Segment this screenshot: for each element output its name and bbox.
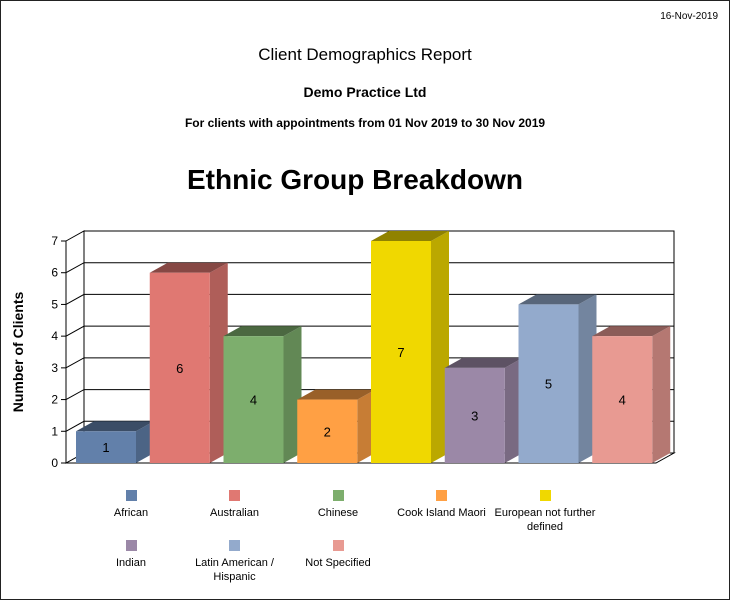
- bar-value-label: 1: [102, 440, 109, 455]
- legend-label: Cook Island Maori: [397, 507, 486, 519]
- bar: [444, 367, 505, 463]
- legend-swatch: [332, 540, 344, 551]
- bar: [149, 272, 210, 463]
- legend-item: Not Specified: [278, 540, 398, 570]
- bar-top: [76, 421, 154, 432]
- legend-label: European not further: [494, 507, 596, 519]
- bar-top: [223, 326, 302, 337]
- bar-value-label: 5: [545, 377, 552, 392]
- y-axis-label: Number of Clients: [10, 292, 26, 413]
- report-date: 16-Nov-2019: [660, 11, 718, 22]
- y-tick-label: 4: [51, 329, 58, 343]
- bar-top: [592, 326, 671, 337]
- legend-item: Australian: [175, 490, 295, 520]
- bar-side: [504, 357, 523, 463]
- bar: [76, 431, 136, 463]
- legend-label: Hispanic: [213, 571, 256, 583]
- chart-title: Ethnic Group Breakdown: [186, 164, 524, 195]
- bar-value-label: 2: [324, 424, 331, 439]
- legend-item: Cook Island Maori: [382, 490, 502, 520]
- bar: [518, 304, 579, 463]
- legend-swatch: [436, 490, 447, 501]
- bar-side: [357, 389, 376, 463]
- bar-side: [283, 326, 302, 463]
- legend-label: Australian: [210, 507, 259, 519]
- bar-side: [578, 294, 597, 463]
- legend-label: Indian: [116, 557, 146, 569]
- bar-value-label: 3: [471, 408, 478, 423]
- report-title: Client Demographics Report: [258, 45, 472, 64]
- bar-value-label: 4: [619, 393, 626, 408]
- legend-swatch: [539, 490, 551, 501]
- legend-swatch: [229, 540, 240, 551]
- legend-swatch: [125, 540, 137, 551]
- bar-side: [652, 326, 671, 463]
- y-tick-label: 0: [51, 456, 58, 470]
- legend-label: Latin American /: [195, 557, 274, 569]
- bar-top: [149, 262, 228, 273]
- bar: [371, 241, 431, 463]
- legend-swatch: [125, 490, 137, 501]
- bar-side: [209, 262, 228, 463]
- y-tick-label: 6: [51, 266, 58, 280]
- y-tick-label: 5: [51, 297, 58, 311]
- gridline: [65, 262, 674, 274]
- bar-top: [371, 231, 449, 241]
- bar-top: [444, 357, 523, 368]
- y-tick-label: 1: [51, 424, 58, 438]
- y-tick-label: 3: [51, 361, 58, 375]
- bar-top: [518, 294, 597, 305]
- bar-top: [297, 389, 376, 400]
- bar-value-label: 4: [250, 393, 257, 408]
- practice-name: Demo Practice Ltd: [303, 84, 427, 100]
- bar-value-label: 7: [397, 345, 404, 360]
- report-subtitle: For clients with appointments from 01 No…: [184, 116, 546, 130]
- bar: [223, 336, 284, 463]
- legend-item: Latin American / Hispanic: [175, 540, 295, 584]
- legend-label: African: [113, 507, 149, 519]
- legend-item: Chinese: [278, 490, 398, 520]
- bar: [592, 336, 653, 463]
- bar: [297, 399, 358, 463]
- legend-swatch: [332, 490, 344, 501]
- bar-side: [136, 421, 154, 463]
- legend-item: Indian: [71, 540, 191, 570]
- legend-item: African: [71, 490, 191, 520]
- gridline: [65, 293, 674, 305]
- legend-label: Not Specified: [305, 557, 371, 569]
- legend-item: European not further defined: [485, 490, 605, 534]
- bar-value-label: 6: [176, 361, 183, 376]
- bar-side: [431, 231, 449, 463]
- gridline: [65, 325, 674, 337]
- legend-label: defined: [526, 521, 564, 533]
- legend-label: Chinese: [317, 507, 359, 519]
- legend-swatch: [229, 490, 240, 501]
- y-tick-label: 7: [51, 234, 58, 248]
- y-tick-label: 2: [51, 393, 58, 407]
